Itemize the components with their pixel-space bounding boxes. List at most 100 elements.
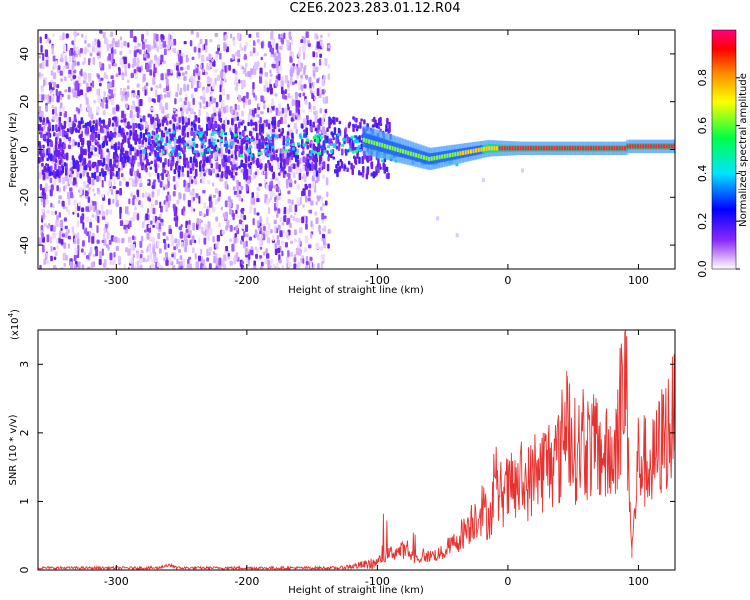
heatmap-cell (220, 130, 224, 134)
heatmap-cell (613, 146, 618, 151)
heatmap-cell (60, 267, 64, 269)
heatmap-cell (205, 208, 209, 217)
heatmap-cell (250, 119, 253, 127)
heatmap-cell (291, 38, 294, 46)
heatmap-cell (173, 246, 176, 251)
heatmap-cell (86, 163, 90, 168)
heatmap-cell (74, 141, 77, 146)
heatmap-cell (265, 144, 269, 148)
heatmap-cell (39, 36, 42, 44)
heatmap-cell (272, 263, 276, 269)
heatmap-cell (317, 263, 320, 269)
heatmap-cell (203, 262, 206, 269)
heatmap-cell (131, 263, 134, 269)
heatmap-cell (94, 147, 97, 152)
heatmap-cell (290, 155, 294, 161)
heatmap-cell (286, 217, 291, 225)
heatmap-cell (189, 191, 192, 196)
heatmap-cell (443, 154, 448, 159)
heatmap-cell (39, 183, 43, 191)
heatmap-cell (218, 222, 221, 228)
heatmap-cell (626, 144, 631, 149)
heatmap-cell (537, 146, 542, 151)
heatmap-cell (302, 165, 305, 172)
heatmap-cell (173, 117, 177, 122)
heatmap-cell (214, 152, 217, 160)
heatmap-cell (173, 137, 177, 141)
heatmap-cell (132, 216, 135, 222)
heatmap-cell (253, 145, 257, 150)
heatmap-cell (260, 171, 264, 176)
heatmap-cell (265, 230, 269, 238)
heatmap-cell (179, 97, 183, 103)
heatmap-cell (174, 152, 177, 158)
heatmap-cell (294, 180, 297, 184)
heatmap-cell (451, 152, 456, 157)
heatmap-cell (242, 129, 245, 137)
heatmap-cell (92, 46, 95, 53)
heatmap-cell (64, 225, 68, 230)
heatmap-cell (179, 107, 183, 112)
heatmap-cell (85, 97, 89, 105)
heatmap-cell (132, 253, 135, 259)
heatmap-cell (130, 256, 133, 263)
heatmap-cell (66, 128, 70, 133)
heatmap-cell (192, 196, 196, 201)
heatmap-cell (96, 175, 100, 182)
heatmap-cell (321, 89, 325, 95)
heatmap-cell (459, 151, 464, 156)
heatmap-cell (117, 167, 121, 172)
heatmap-cell (173, 169, 177, 175)
heatmap-cell (113, 63, 117, 67)
heatmap-cell (166, 92, 170, 98)
heatmap-cell (313, 150, 317, 154)
heatmap-cell (211, 168, 216, 174)
heatmap-cell (103, 259, 107, 267)
heatmap-cell (58, 237, 61, 244)
heatmap-cell (185, 122, 188, 128)
heatmap-cell (104, 223, 108, 229)
snr-plot-frame (37, 329, 676, 571)
heatmap-cell (69, 191, 74, 199)
heatmap-cell (260, 163, 263, 169)
heatmap-cell (194, 123, 197, 132)
heatmap-cell (298, 237, 301, 245)
heatmap-cell (254, 108, 257, 114)
heatmap-cell (584, 146, 589, 151)
heatmap-cell (81, 61, 85, 66)
heatmap-cell (249, 249, 253, 255)
heatmap-cell (269, 69, 272, 74)
heatmap-cell (276, 262, 279, 269)
heatmap-cell (252, 122, 255, 126)
heatmap-cell (112, 117, 115, 121)
heatmap-cell (301, 109, 305, 113)
heatmap-cell (55, 89, 58, 96)
heatmap-cell (267, 107, 270, 113)
heatmap-cell (133, 69, 137, 74)
heatmap-cell (144, 141, 148, 148)
heatmap-cell (206, 257, 209, 262)
heatmap-cell (100, 77, 104, 81)
heatmap-cell (176, 65, 179, 71)
heatmap-cell (351, 150, 355, 154)
heatmap-cell (101, 128, 104, 134)
heatmap-cell (124, 228, 128, 234)
heatmap-cell (335, 164, 338, 169)
heatmap-cell (48, 223, 51, 227)
heatmap-cell (234, 75, 238, 82)
heatmap-cell (50, 224, 54, 232)
heatmap-cell (145, 167, 148, 173)
heatmap-cell (213, 255, 216, 264)
heatmap-cell (232, 212, 235, 221)
heatmap-cell (240, 213, 244, 219)
heatmap-cell (86, 104, 91, 112)
heatmap-cell (115, 73, 119, 78)
heatmap-cell (56, 185, 59, 192)
heatmap-cell (193, 46, 197, 53)
heatmap-cell (159, 181, 163, 188)
heatmap-cell (245, 137, 249, 141)
heatmap-cell (234, 103, 237, 111)
heatmap-cell (240, 159, 244, 164)
heatmap-cell (93, 207, 96, 213)
heatmap-cell (269, 142, 273, 146)
